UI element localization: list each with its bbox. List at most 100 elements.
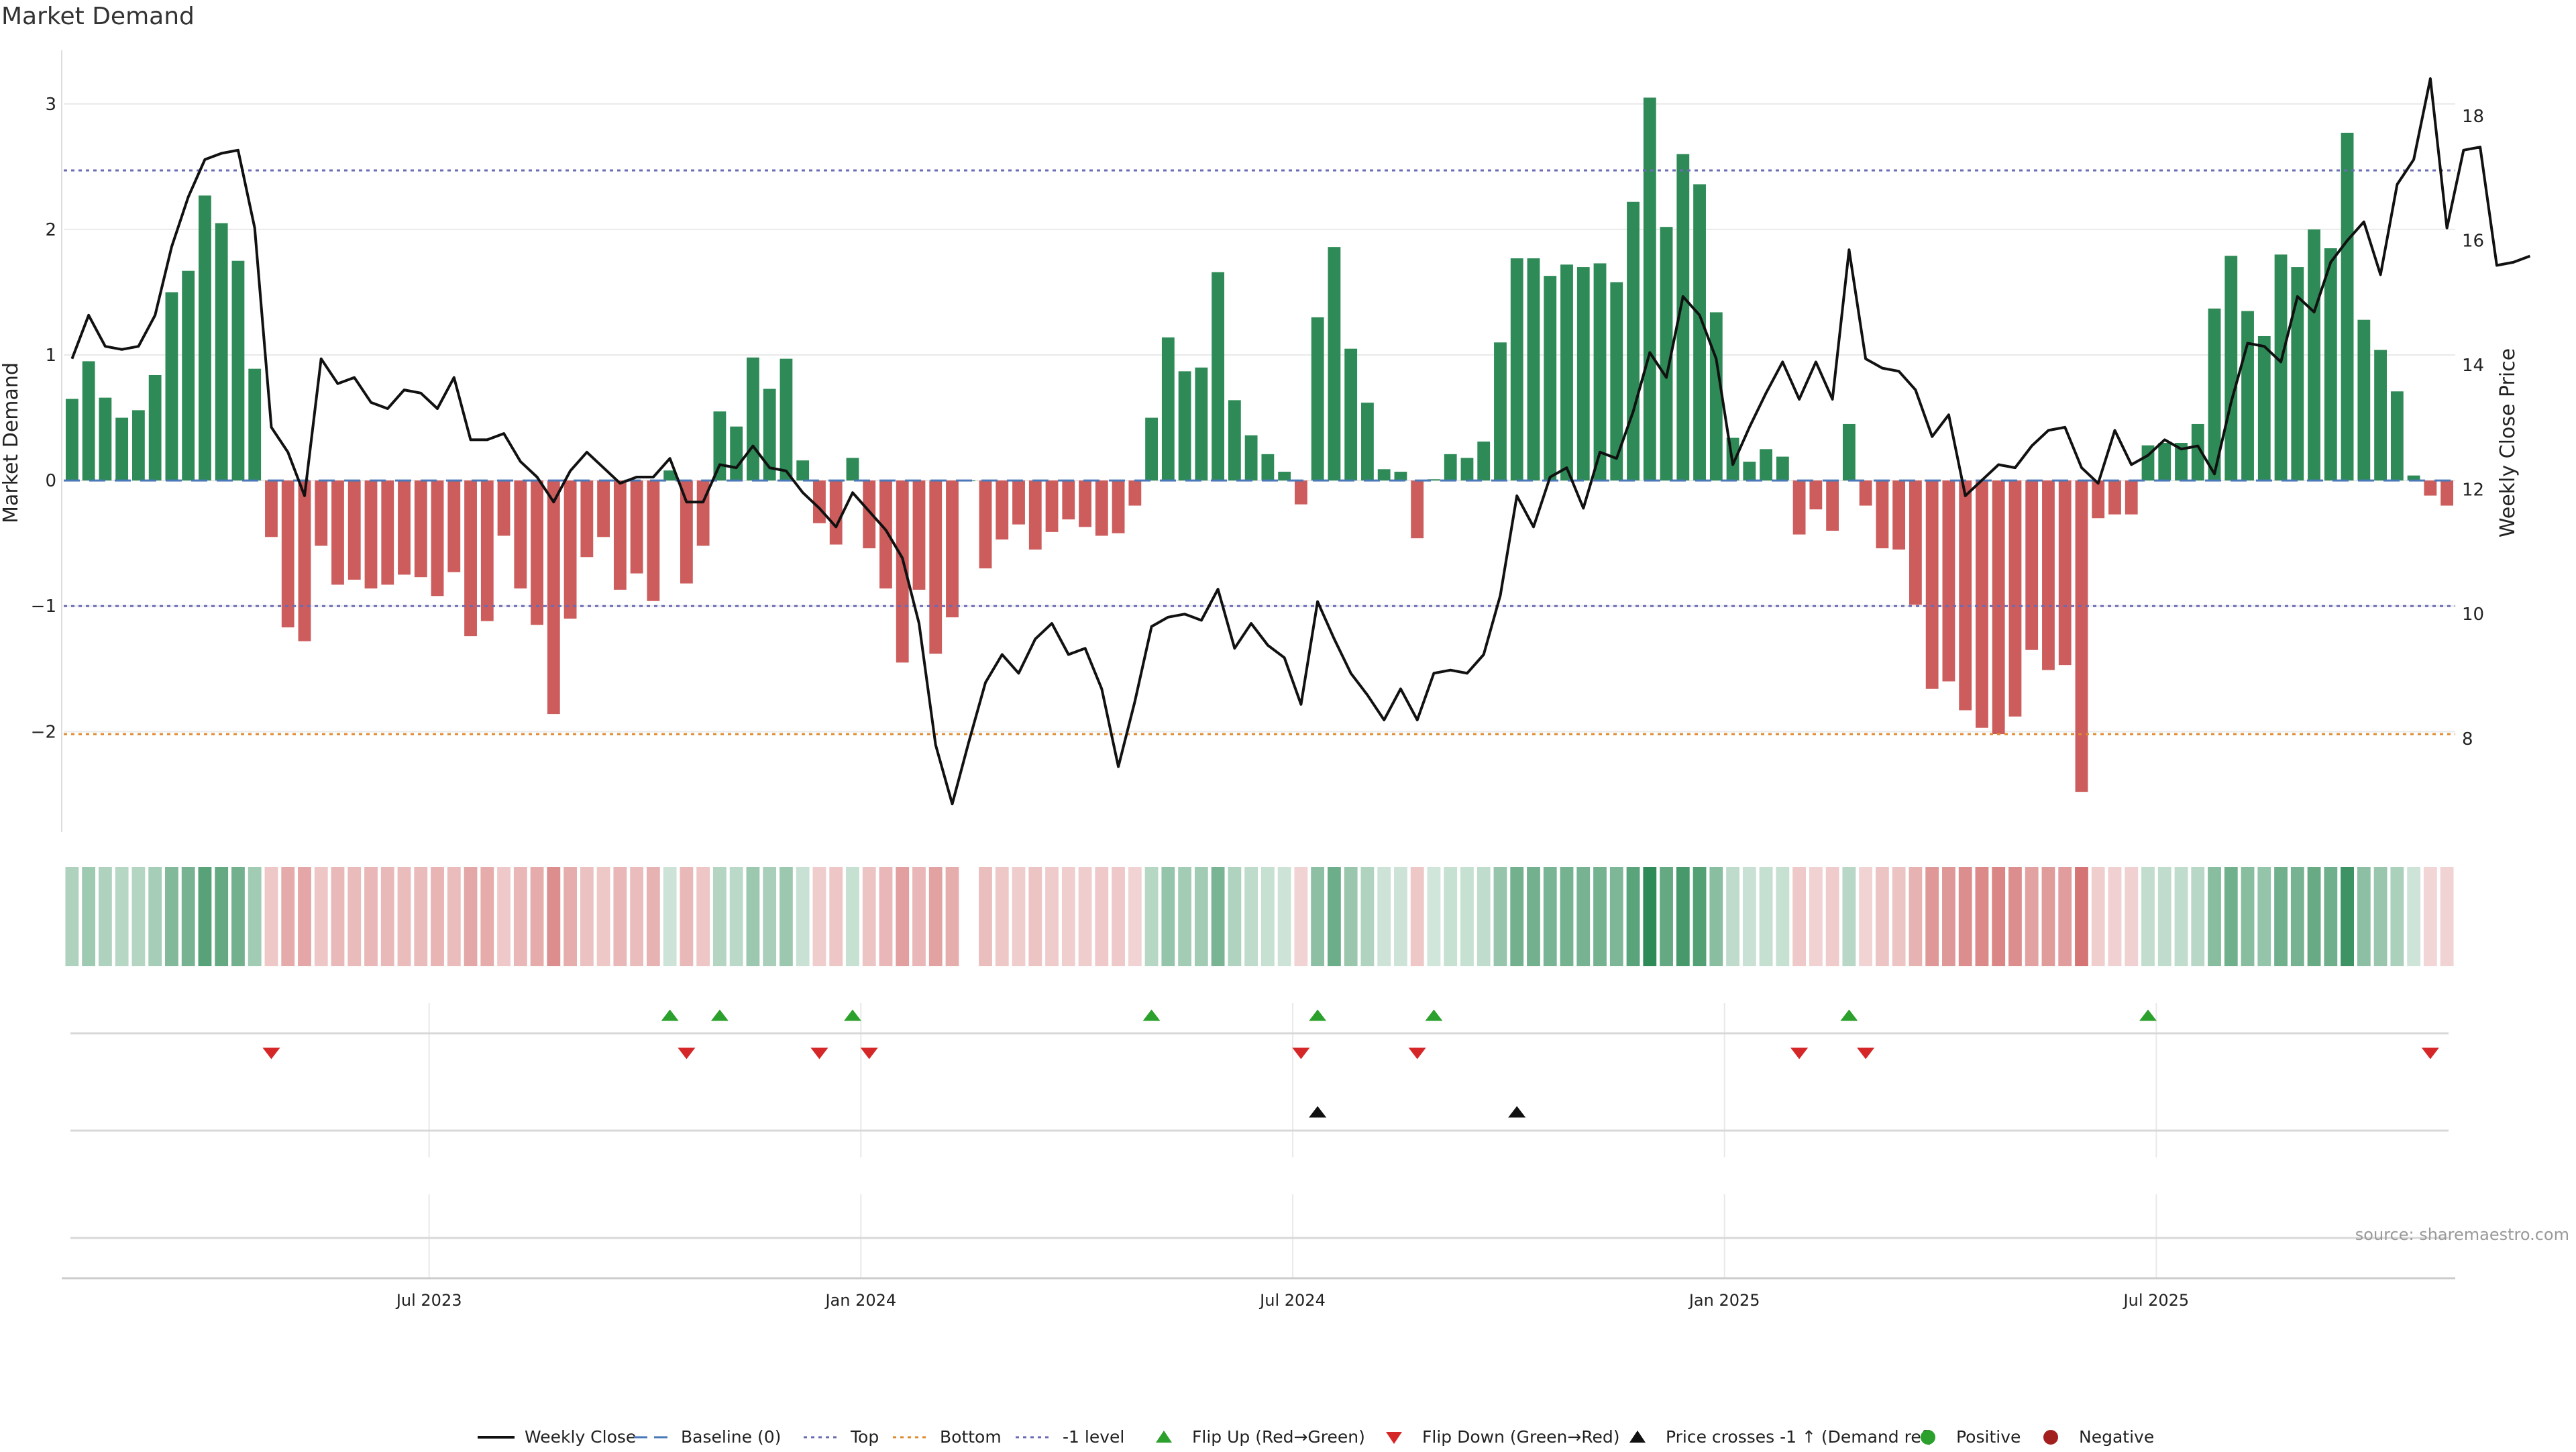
- demand-bar: [2158, 443, 2171, 481]
- heat-cell: [1593, 867, 1607, 966]
- heat-cell: [1543, 867, 1557, 966]
- legend-swatch: [1629, 1431, 1646, 1443]
- heat-cell: [513, 867, 527, 966]
- heat-cell: [1061, 867, 1075, 966]
- legend-label: Top: [850, 1427, 879, 1447]
- heat-cell: [2290, 867, 2304, 966]
- legend-item-weekly_close: Weekly Close: [478, 1427, 636, 1447]
- demand-bar: [863, 480, 876, 549]
- heat-cell: [1244, 867, 1258, 966]
- demand-bar: [2424, 480, 2437, 496]
- legend-swatch: [1386, 1432, 1402, 1444]
- heat-cell: [1377, 867, 1391, 966]
- heat-cell: [1095, 867, 1109, 966]
- legend-item-bottom: Bottom: [893, 1427, 1002, 1447]
- demand-bar: [381, 480, 394, 585]
- demand-bar: [1792, 480, 1806, 535]
- heat-cell: [1477, 867, 1491, 966]
- heat-cell: [497, 867, 511, 966]
- demand-bar: [315, 480, 328, 546]
- demand-bar: [1527, 258, 1540, 481]
- heat-cell: [1676, 867, 1690, 966]
- heat-cell: [995, 867, 1009, 966]
- heat-cell: [796, 867, 810, 966]
- flip-up-marker: [843, 1009, 861, 1021]
- demand-bar: [796, 460, 810, 481]
- demand-bar: [1494, 342, 1507, 481]
- heat-cell: [115, 867, 129, 966]
- demand-bar: [1444, 454, 1457, 481]
- demand-bar: [2108, 480, 2121, 515]
- demand-bar: [82, 361, 95, 481]
- demand-bar: [580, 480, 594, 558]
- demand-bar: [182, 270, 195, 481]
- heat-cell: [2257, 867, 2271, 966]
- legend-item-baseline: Baseline (0): [634, 1427, 781, 1447]
- heat-cell: [1759, 867, 1773, 966]
- heat-cell: [2125, 867, 2139, 966]
- demand-bar: [846, 458, 859, 481]
- demand-bar: [1411, 480, 1424, 539]
- demand-bar: [996, 480, 1009, 540]
- y-tick-label: 3: [45, 95, 56, 115]
- demand-bar: [1079, 480, 1091, 527]
- heat-cell: [1311, 867, 1325, 966]
- heat-cell: [979, 867, 992, 966]
- heat-cell: [1211, 867, 1225, 966]
- legend-item-minus1: -1 level: [1016, 1427, 1124, 1447]
- heat-cell: [1576, 867, 1591, 966]
- heat-cell: [613, 867, 627, 966]
- heat-cell: [2307, 867, 2321, 966]
- demand-bar: [1976, 480, 1988, 728]
- heat-cell: [98, 867, 112, 966]
- y-tick-label: −1: [31, 597, 56, 617]
- demand-bar: [2191, 423, 2204, 481]
- flip-up-marker: [1142, 1009, 1161, 1021]
- demand-bar: [879, 480, 892, 589]
- flip-down-marker: [2421, 1047, 2439, 1059]
- legend-label: Baseline (0): [681, 1427, 781, 1447]
- y2-tick-label: 12: [2462, 480, 2484, 501]
- flip-up-marker: [710, 1009, 729, 1021]
- heat-cell: [1825, 867, 1839, 966]
- demand-bar: [1876, 480, 1889, 549]
- demand-bar: [630, 480, 643, 574]
- demand-bar: [1842, 423, 1856, 481]
- x-tick-label: Jul 2025: [2123, 1291, 2190, 1310]
- heat-cell: [1925, 867, 1939, 966]
- demand-bar: [1394, 472, 1407, 481]
- demand-bar: [480, 480, 494, 621]
- demand-bar: [2291, 267, 2304, 481]
- demand-bar: [663, 470, 677, 481]
- y2-tick-label: 18: [2462, 107, 2484, 127]
- heat-cell: [829, 867, 843, 966]
- x-tick-label: Jan 2024: [824, 1291, 896, 1310]
- heat-cell: [812, 867, 826, 966]
- legend-label: Flip Up (Red→Green): [1192, 1427, 1365, 1447]
- heat-cell: [580, 867, 594, 966]
- demand-bar: [1428, 479, 1440, 481]
- heat-cell: [780, 867, 793, 966]
- heat-cell: [1294, 867, 1308, 966]
- demand-bar: [2374, 350, 2387, 481]
- legend-item-flip_up: Flip Up (Red→Green): [1156, 1427, 1365, 1447]
- demand-bar: [165, 292, 178, 481]
- heat-cell: [1643, 867, 1657, 966]
- demand-bar: [1709, 312, 1723, 481]
- demand-bar: [231, 260, 245, 481]
- heat-cell: [480, 867, 494, 966]
- heat-cell: [181, 867, 195, 966]
- heat-cell: [2025, 867, 2039, 966]
- demand-bar: [431, 480, 444, 597]
- heat-cell: [1128, 867, 1142, 966]
- demand-bar: [2308, 229, 2320, 481]
- demand-bar: [1161, 337, 1175, 481]
- heat-cell: [215, 867, 229, 966]
- demand-bar: [1145, 417, 1158, 481]
- price-cross-marker: [1309, 1106, 1327, 1118]
- demand-bar: [2341, 132, 2354, 481]
- demand-bar: [1992, 480, 2005, 735]
- demand-bar: [347, 480, 361, 580]
- demand-bar: [1942, 480, 1955, 682]
